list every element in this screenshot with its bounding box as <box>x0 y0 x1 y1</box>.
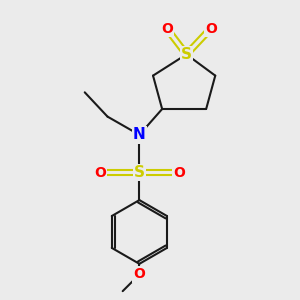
Text: O: O <box>94 166 106 180</box>
Text: S: S <box>181 47 192 62</box>
Text: S: S <box>134 165 145 180</box>
Text: N: N <box>133 127 146 142</box>
Text: O: O <box>205 22 217 36</box>
Text: O: O <box>134 268 145 281</box>
Text: O: O <box>161 22 172 36</box>
Text: O: O <box>173 166 185 180</box>
